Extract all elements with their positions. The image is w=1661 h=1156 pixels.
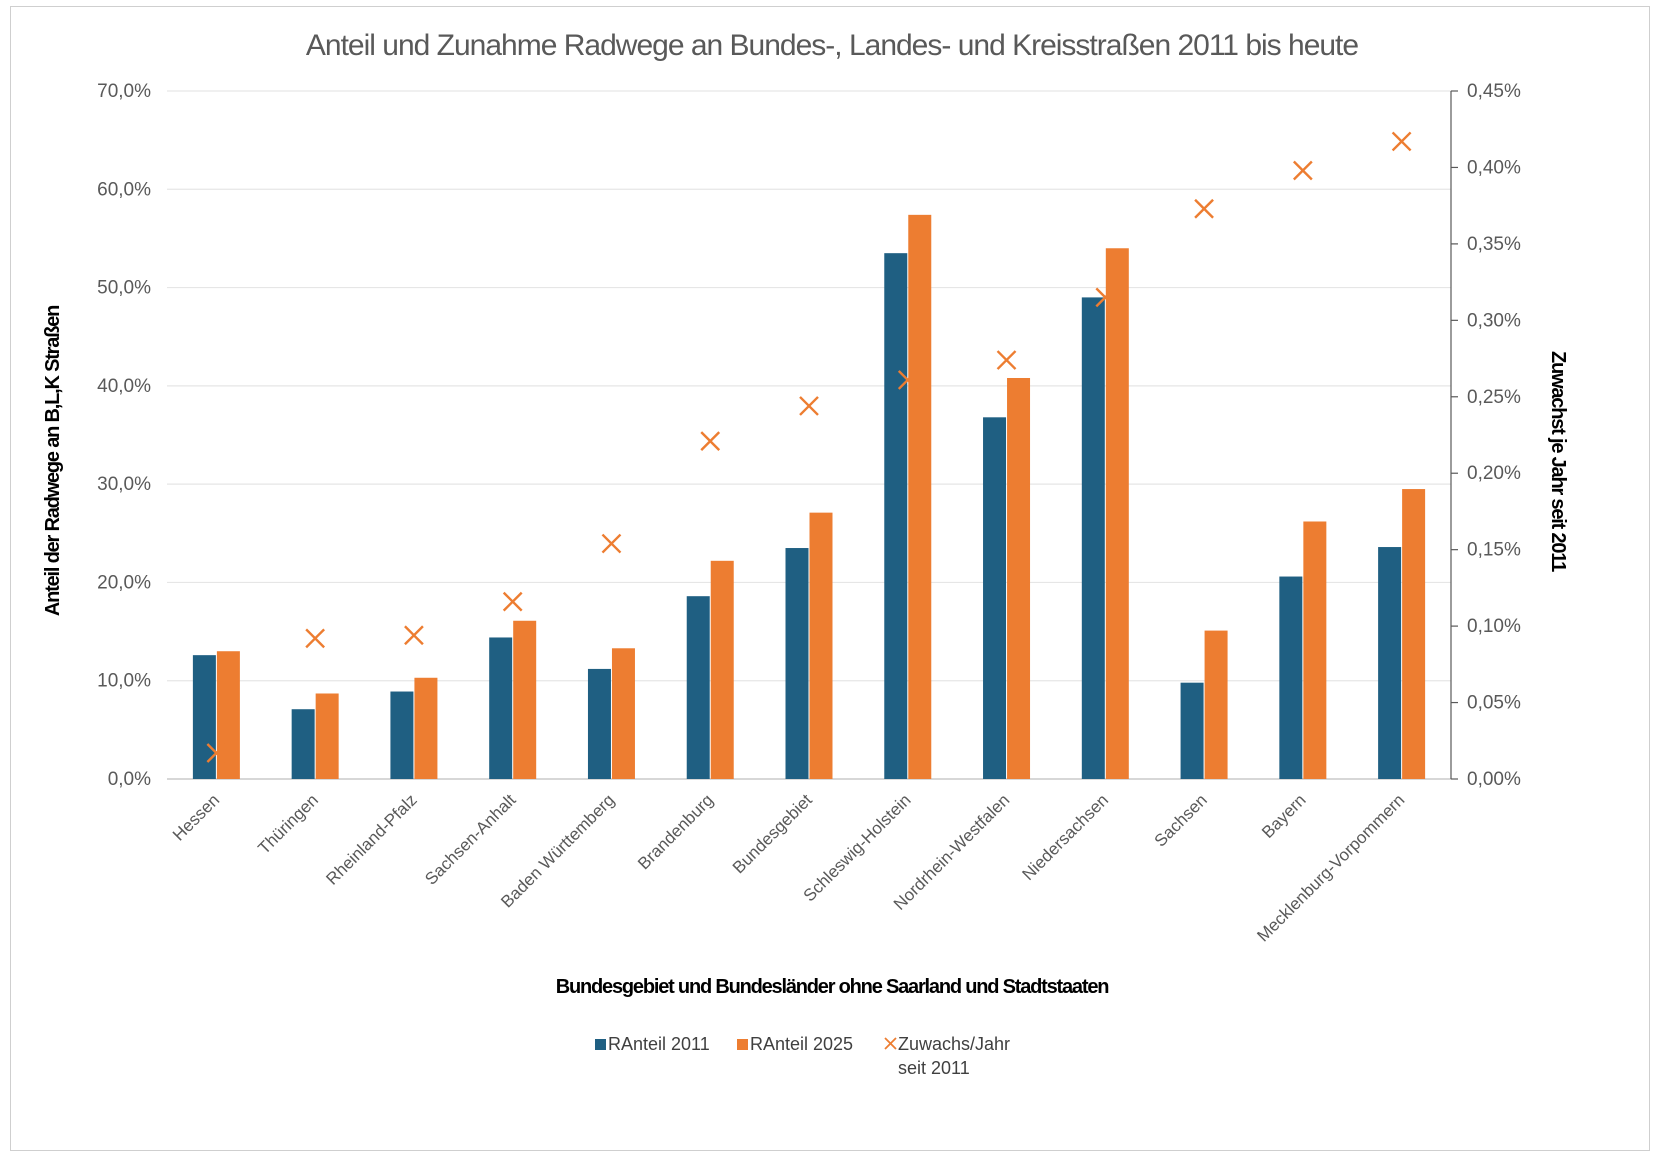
bar <box>908 214 932 780</box>
data-point-x-marker <box>1194 198 1214 219</box>
data-point-x-marker <box>799 396 819 416</box>
gridlines <box>167 90 1451 780</box>
bar <box>983 417 1007 779</box>
x-tick-label: Rheinland-Pfalz <box>322 790 420 888</box>
chart-title: Anteil und Zunahme Radwege an Bundes-, L… <box>306 29 1358 62</box>
marker-series <box>206 131 1412 763</box>
bar <box>216 651 240 779</box>
legend-label: Zuwachs/Jahr seit 2011 <box>898 1034 1010 1078</box>
bar <box>1378 547 1402 779</box>
bar <box>809 512 833 779</box>
bar <box>710 560 734 779</box>
bar <box>1081 297 1105 779</box>
bar <box>1180 682 1204 779</box>
data-point-x-marker <box>996 350 1017 370</box>
legend: RAnteil 2011 RAnteil 2025 Zuwachs/Jahr seit… <box>595 1034 1010 1078</box>
y-tick-label-right: 0,30% <box>1467 310 1521 331</box>
data-point-x-marker <box>206 743 227 763</box>
data-point-x-marker <box>601 533 622 554</box>
y-axis-right-title: Zuwachst je Jahr seit 2011 <box>1547 351 1569 572</box>
data-point-x-marker <box>305 628 326 649</box>
data-point-x-marker <box>700 431 721 451</box>
x-axis-title: Bundesgebiet und Bundesländer ohne Saarl… <box>556 976 1109 998</box>
x-tick-label: Hessen <box>169 790 223 844</box>
y-axis-left-ticks: 0,0% 10,0% 20,0% 30,0% 40,0% 50,0% 60,0% 70,0% <box>97 81 151 790</box>
bar <box>390 691 414 779</box>
y-axis-left-title: Anteil der Radwege an B,L,K Straßen <box>42 306 64 616</box>
x-tick-label: Thüringen <box>254 790 322 858</box>
legend-label: RAnteil 2025 <box>750 1034 853 1054</box>
bar <box>1402 489 1426 779</box>
bar <box>192 655 216 779</box>
chart-svg: Anteil und Zunahme Radwege an Bundes-, L… <box>42 29 1569 1078</box>
bar <box>884 253 908 779</box>
y-tick-label-left: 10,0% <box>97 671 151 692</box>
x-tick-label: Baden Württemberg <box>497 790 618 911</box>
x-tick-label: Schleswig-Holstein <box>800 790 915 905</box>
legend-label: RAnteil 2011 <box>608 1034 710 1054</box>
x-tick-label: Sachsen <box>1151 790 1211 850</box>
bar <box>315 693 339 779</box>
y-tick-label-right: 0,20% <box>1467 463 1521 484</box>
y-tick-label-right: 0,40% <box>1467 157 1521 178</box>
y-tick-label-right: 0,25% <box>1467 387 1521 408</box>
data-point-x-marker <box>1391 131 1412 152</box>
y-tick-label-left: 40,0% <box>97 376 151 397</box>
y-tick-label-right: 0,00% <box>1467 769 1521 790</box>
legend-marker <box>884 1037 897 1050</box>
data-point-x-marker <box>1292 160 1313 181</box>
bar <box>1279 576 1303 779</box>
y-tick-label-right: 0,35% <box>1467 234 1521 255</box>
bar <box>489 637 513 779</box>
category-labels: Hessen Thüringen Rheinland-Pfalz Sachsen-An… <box>169 790 1408 945</box>
y-tick-label-left: 20,0% <box>97 572 151 593</box>
bar <box>1204 630 1228 779</box>
x-tick-label: Bayern <box>1258 790 1310 842</box>
x-tick-label: Niedersachsen <box>1019 790 1113 884</box>
y-tick-label-left: 70,0% <box>97 81 151 102</box>
bar <box>1007 377 1031 779</box>
bar <box>686 596 710 779</box>
bar <box>414 677 438 779</box>
data-point-x-marker <box>1095 287 1116 308</box>
data-point-x-marker <box>404 625 424 646</box>
y-tick-label-right: 0,15% <box>1467 540 1521 561</box>
y-axis-right: 0,00% 0,05% 0,10% 0,15% 0,20% 0,25% 0,30% 0,35%… <box>1450 81 1521 790</box>
x-tick-label: Sachsen-Anhalt <box>421 790 519 888</box>
y-tick-label-left: 30,0% <box>97 474 151 495</box>
y-tick-label-right: 0,10% <box>1467 616 1521 637</box>
y-tick-label-right: 0,45% <box>1467 81 1521 102</box>
data-point-x-marker <box>502 591 523 612</box>
bar <box>785 548 809 779</box>
chart-frame: Anteil und Zunahme Radwege an Bundes-, L… <box>10 6 1650 1151</box>
data-point-x-marker <box>897 370 918 390</box>
bar <box>587 668 611 779</box>
y-tick-label-left: 0,0% <box>108 769 151 790</box>
legend-swatch <box>737 1039 748 1050</box>
x-tick-label: Bundesgebiet <box>729 790 816 877</box>
bar <box>291 709 315 779</box>
bar-series <box>192 214 1426 780</box>
bar <box>513 620 537 779</box>
legend-swatch <box>595 1039 606 1050</box>
x-tick-label: Brandenburg <box>634 790 717 873</box>
bar <box>1303 521 1327 779</box>
y-tick-label-right: 0,05% <box>1467 693 1521 714</box>
bar <box>611 648 635 779</box>
y-tick-label-left: 60,0% <box>97 179 151 200</box>
y-tick-label-left: 50,0% <box>97 278 151 299</box>
bar <box>1105 248 1129 779</box>
